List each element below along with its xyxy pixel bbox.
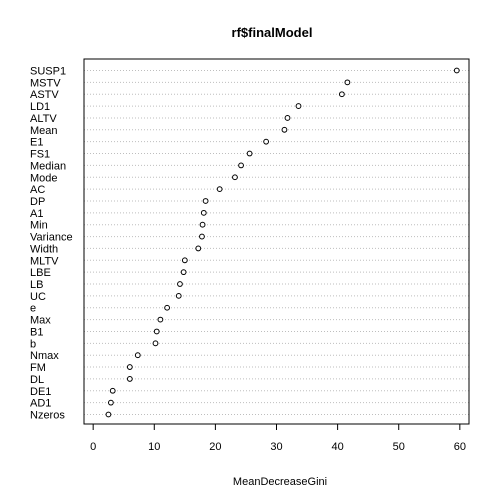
data-point-nmax: [134, 352, 141, 359]
data-point-fs1: [246, 150, 253, 157]
category-label: FS1: [30, 149, 50, 161]
data-point-mode: [232, 174, 238, 181]
category-label: Max: [30, 315, 51, 327]
data-point-b: [152, 340, 159, 347]
data-point-width: [195, 245, 202, 252]
data-point-lbe: [180, 269, 187, 276]
data-point-variance: [199, 233, 205, 240]
category-label: Min: [30, 220, 48, 232]
category-label: ALTV: [30, 113, 57, 125]
data-point-mstv: [344, 79, 351, 86]
category-label: E1: [30, 137, 43, 149]
category-label: SUSP1: [30, 66, 66, 78]
category-label: B1: [30, 326, 43, 338]
x-axis-title: MeanDecreaseGini: [233, 476, 327, 488]
x-tick-label: 40: [331, 441, 343, 453]
data-point-median: [238, 162, 244, 169]
data-point-mean: [281, 126, 288, 133]
data-point-mltv: [181, 257, 188, 264]
data-point-dp: [202, 198, 209, 204]
data-point-dl: [126, 376, 133, 382]
category-label: Nzeros: [30, 410, 65, 422]
category-label: A1: [30, 208, 43, 220]
category-label: LB: [30, 279, 43, 291]
x-tick-label: 0: [90, 441, 96, 453]
x-tick-label: 30: [270, 441, 282, 453]
category-label: AC: [30, 184, 45, 196]
category-label: Mode: [30, 172, 58, 184]
data-point-a1: [200, 209, 207, 216]
data-point-max: [157, 316, 164, 323]
x-axis: 0 10 20 30 40 50 60: [90, 423, 466, 453]
guide-lines: [84, 70, 469, 415]
data-point-b1: [153, 328, 160, 335]
chart-title: rf$finalModel: [232, 25, 313, 40]
data-point-uc: [175, 292, 182, 299]
category-label: UC: [30, 291, 46, 303]
category-labels: SUSP1MSTVASTVLD1ALTVMeanE1FS1MedianModeA…: [30, 66, 73, 422]
data-point-min: [199, 221, 206, 228]
category-label: Mean: [30, 125, 58, 137]
data-points: [105, 67, 460, 418]
x-tick-label: 20: [209, 441, 221, 453]
category-label: Nmax: [30, 350, 59, 362]
data-point-ld1: [295, 103, 302, 109]
data-point-e: [164, 304, 171, 311]
data-point-fm: [126, 364, 133, 370]
category-label: e: [30, 303, 36, 315]
category-label: MLTV: [30, 255, 59, 267]
category-label: Width: [30, 243, 58, 255]
x-tick-label: 50: [393, 441, 405, 453]
data-point-susp1: [453, 67, 460, 74]
category-label: LD1: [30, 101, 50, 113]
category-label: Median: [30, 160, 66, 172]
data-point-ad1: [107, 399, 114, 406]
x-tick-label: 60: [454, 441, 466, 453]
data-point-de1: [109, 387, 116, 394]
data-point-astv: [338, 91, 345, 98]
x-tick-label: 10: [148, 441, 160, 453]
category-label: DP: [30, 196, 45, 208]
category-label: ASTV: [30, 89, 59, 101]
category-label: DE1: [30, 386, 51, 398]
category-label: MSTV: [30, 77, 61, 89]
category-label: DL: [30, 374, 44, 386]
category-label: Variance: [30, 232, 73, 244]
data-point-altv: [284, 115, 291, 121]
category-label: FM: [30, 362, 46, 374]
data-point-ac: [216, 186, 223, 193]
data-point-e1: [263, 138, 270, 145]
category-label: AD1: [30, 398, 51, 410]
data-point-nzeros: [105, 411, 112, 418]
plot-frame: [83, 58, 470, 425]
data-point-lb: [177, 281, 183, 287]
category-label: LBE: [30, 267, 51, 279]
category-label: b: [30, 338, 36, 350]
